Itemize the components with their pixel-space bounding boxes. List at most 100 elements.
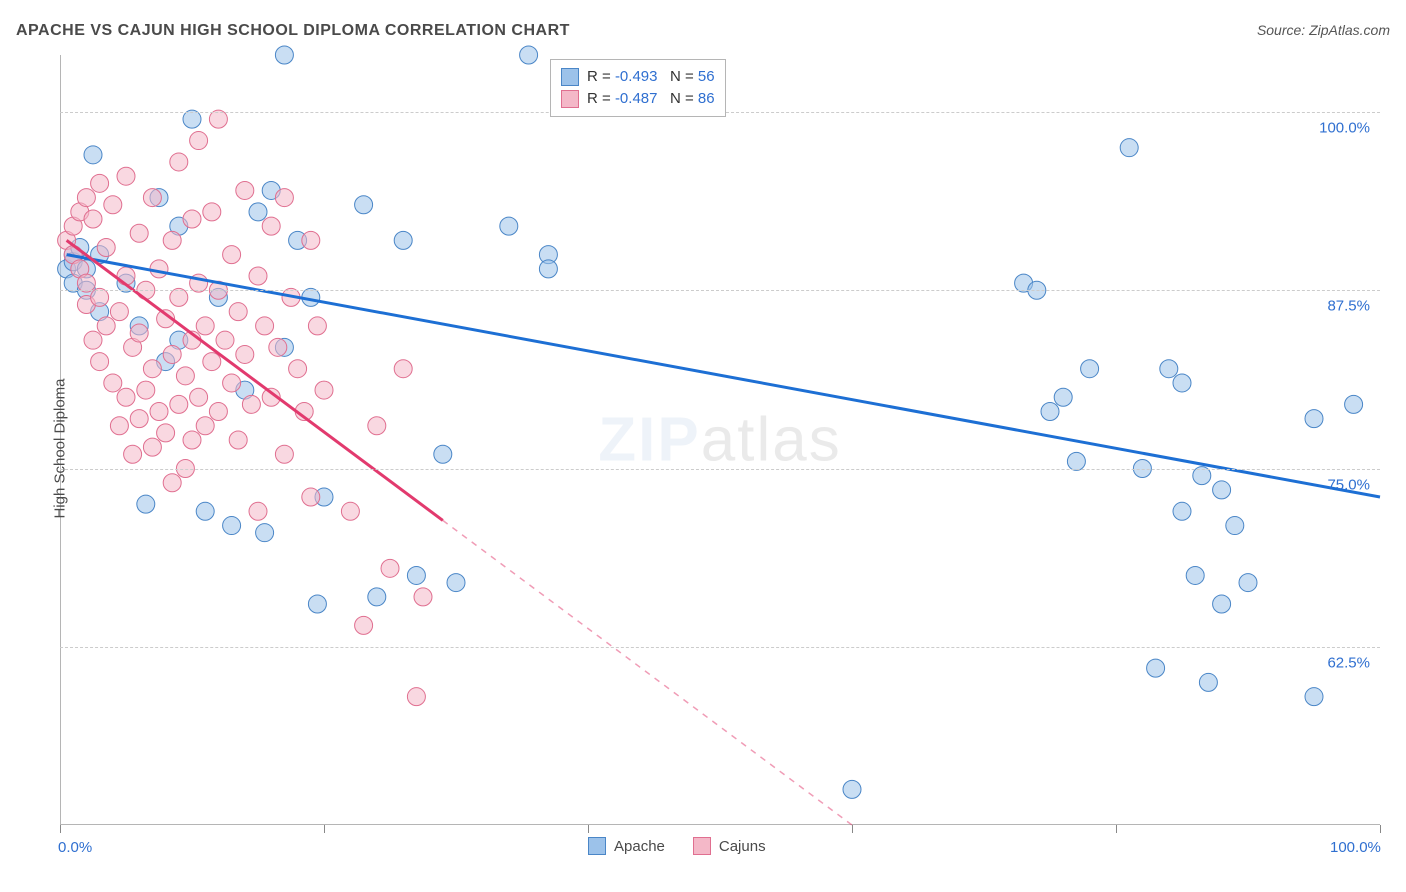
scatter-point xyxy=(91,353,109,371)
scatter-point xyxy=(269,338,287,356)
scatter-point xyxy=(196,417,214,435)
gridline xyxy=(60,290,1380,291)
scatter-point xyxy=(236,181,254,199)
scatter-point xyxy=(183,431,201,449)
xtick xyxy=(1380,825,1381,833)
scatter-point xyxy=(84,331,102,349)
scatter-point xyxy=(157,424,175,442)
scatter-point xyxy=(249,203,267,221)
bottom-legend-item: Cajuns xyxy=(693,837,766,855)
scatter-point xyxy=(447,574,465,592)
xtick xyxy=(1116,825,1117,833)
scatter-point xyxy=(275,189,293,207)
stats-text: R = -0.487 N = 86 xyxy=(587,88,715,110)
scatter-point xyxy=(1173,374,1191,392)
scatter-point xyxy=(289,360,307,378)
chart-title: APACHE VS CAJUN HIGH SCHOOL DIPLOMA CORR… xyxy=(16,22,570,40)
scatter-point xyxy=(190,132,208,150)
scatter-point xyxy=(196,502,214,520)
scatter-point xyxy=(368,417,386,435)
scatter-point xyxy=(256,524,274,542)
scatter-svg xyxy=(60,55,1380,825)
scatter-point xyxy=(1160,360,1178,378)
scatter-point xyxy=(130,324,148,342)
scatter-point xyxy=(77,189,95,207)
scatter-point xyxy=(1041,402,1059,420)
scatter-point xyxy=(203,353,221,371)
scatter-point xyxy=(500,217,518,235)
scatter-point xyxy=(117,167,135,185)
scatter-point xyxy=(104,374,122,392)
scatter-point xyxy=(308,317,326,335)
scatter-point xyxy=(1186,566,1204,584)
scatter-point xyxy=(216,331,234,349)
scatter-point xyxy=(355,616,373,634)
scatter-point xyxy=(1147,659,1165,677)
scatter-point xyxy=(407,688,425,706)
stats-legend: R = -0.493 N = 56R = -0.487 N = 86 xyxy=(550,59,726,117)
scatter-point xyxy=(163,474,181,492)
scatter-point xyxy=(130,224,148,242)
scatter-point xyxy=(203,203,221,221)
scatter-point xyxy=(229,303,247,321)
xtick xyxy=(852,825,853,833)
scatter-point xyxy=(394,231,412,249)
scatter-point xyxy=(110,303,128,321)
scatter-point xyxy=(150,402,168,420)
scatter-point xyxy=(143,189,161,207)
gridline xyxy=(60,469,1380,470)
ytick-label: 100.0% xyxy=(1319,120,1370,137)
scatter-point xyxy=(143,360,161,378)
scatter-point xyxy=(242,395,260,413)
scatter-point xyxy=(1345,395,1363,413)
scatter-point xyxy=(163,231,181,249)
bottom-legend-item: Apache xyxy=(588,837,665,855)
scatter-point xyxy=(355,196,373,214)
scatter-point xyxy=(104,196,122,214)
scatter-point xyxy=(256,317,274,335)
scatter-point xyxy=(302,488,320,506)
scatter-point xyxy=(315,381,333,399)
scatter-point xyxy=(117,267,135,285)
trend-line-dashed xyxy=(443,520,852,825)
scatter-point xyxy=(117,388,135,406)
scatter-point xyxy=(137,381,155,399)
legend-swatch xyxy=(588,837,606,855)
scatter-point xyxy=(407,566,425,584)
scatter-point xyxy=(1081,360,1099,378)
xtick xyxy=(60,825,61,833)
scatter-point xyxy=(1213,481,1231,499)
scatter-point xyxy=(91,174,109,192)
source-label: Source: ZipAtlas.com xyxy=(1257,22,1390,38)
scatter-point xyxy=(1305,688,1323,706)
scatter-point xyxy=(1305,410,1323,428)
ytick-label: 75.0% xyxy=(1327,476,1370,493)
scatter-point xyxy=(170,153,188,171)
plot-area: 62.5%75.0%87.5%100.0% R = -0.493 N = 56R… xyxy=(60,55,1380,825)
scatter-point xyxy=(275,46,293,64)
scatter-point xyxy=(539,260,557,278)
xtick xyxy=(588,825,589,833)
scatter-point xyxy=(209,402,227,420)
stats-legend-row: R = -0.493 N = 56 xyxy=(561,66,715,88)
yaxis-label: High School Diploma xyxy=(52,349,69,549)
scatter-point xyxy=(1239,574,1257,592)
scatter-point xyxy=(308,595,326,613)
scatter-point xyxy=(223,517,241,535)
xtick xyxy=(324,825,325,833)
xaxis-end-label: 100.0% xyxy=(1330,839,1381,856)
scatter-point xyxy=(434,445,452,463)
scatter-point xyxy=(236,345,254,363)
scatter-point xyxy=(84,210,102,228)
scatter-point xyxy=(190,388,208,406)
scatter-point xyxy=(275,445,293,463)
scatter-point xyxy=(394,360,412,378)
scatter-point xyxy=(97,317,115,335)
scatter-point xyxy=(341,502,359,520)
scatter-point xyxy=(223,246,241,264)
legend-swatch xyxy=(561,68,579,86)
scatter-point xyxy=(1213,595,1231,613)
scatter-point xyxy=(1120,139,1138,157)
scatter-point xyxy=(368,588,386,606)
scatter-point xyxy=(183,210,201,228)
